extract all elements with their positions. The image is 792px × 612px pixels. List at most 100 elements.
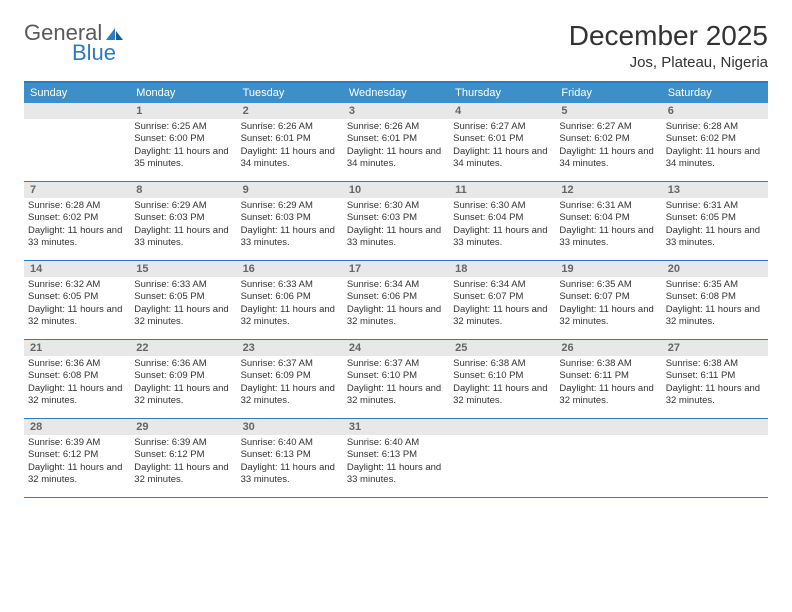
day-content: Sunrise: 6:39 AMSunset: 6:12 PMDaylight:…: [24, 435, 130, 490]
day-content: Sunrise: 6:38 AMSunset: 6:10 PMDaylight:…: [449, 356, 555, 411]
day-number: 22: [130, 340, 236, 356]
day-cell: 27Sunrise: 6:38 AMSunset: 6:11 PMDayligh…: [662, 340, 768, 418]
day-number: 29: [130, 419, 236, 435]
day-cell: 9Sunrise: 6:29 AMSunset: 6:03 PMDaylight…: [237, 182, 343, 260]
day-content: Sunrise: 6:34 AMSunset: 6:07 PMDaylight:…: [449, 277, 555, 332]
day-number: 23: [237, 340, 343, 356]
day-cell: 10Sunrise: 6:30 AMSunset: 6:03 PMDayligh…: [343, 182, 449, 260]
day-content: Sunrise: 6:30 AMSunset: 6:04 PMDaylight:…: [449, 198, 555, 253]
day-number: 8: [130, 182, 236, 198]
weekday-sat: Saturday: [662, 83, 768, 103]
week-row: 21Sunrise: 6:36 AMSunset: 6:08 PMDayligh…: [24, 340, 768, 419]
header: GeneralBlue December 2025 Jos, Plateau, …: [24, 20, 768, 71]
weekday-sun: Sunday: [24, 83, 130, 103]
day-number: 6: [662, 103, 768, 119]
day-content: Sunrise: 6:34 AMSunset: 6:06 PMDaylight:…: [343, 277, 449, 332]
day-number: 16: [237, 261, 343, 277]
day-number: 28: [24, 419, 130, 435]
day-cell: [555, 419, 661, 497]
weekday-thu: Thursday: [449, 83, 555, 103]
day-cell: 1Sunrise: 6:25 AMSunset: 6:00 PMDaylight…: [130, 103, 236, 181]
day-content: Sunrise: 6:28 AMSunset: 6:02 PMDaylight:…: [24, 198, 130, 253]
day-number: 27: [662, 340, 768, 356]
day-number: 18: [449, 261, 555, 277]
day-number: 12: [555, 182, 661, 198]
day-content: Sunrise: 6:36 AMSunset: 6:08 PMDaylight:…: [24, 356, 130, 411]
day-number: 26: [555, 340, 661, 356]
day-cell: 30Sunrise: 6:40 AMSunset: 6:13 PMDayligh…: [237, 419, 343, 497]
month-title: December 2025: [569, 20, 768, 52]
day-content: Sunrise: 6:29 AMSunset: 6:03 PMDaylight:…: [130, 198, 236, 253]
day-content: Sunrise: 6:28 AMSunset: 6:02 PMDaylight:…: [662, 119, 768, 174]
day-content: Sunrise: 6:40 AMSunset: 6:13 PMDaylight:…: [237, 435, 343, 490]
day-cell: 14Sunrise: 6:32 AMSunset: 6:05 PMDayligh…: [24, 261, 130, 339]
title-block: December 2025 Jos, Plateau, Nigeria: [569, 20, 768, 71]
day-cell: 7Sunrise: 6:28 AMSunset: 6:02 PMDaylight…: [24, 182, 130, 260]
day-number: 4: [449, 103, 555, 119]
day-number: 7: [24, 182, 130, 198]
day-cell: 18Sunrise: 6:34 AMSunset: 6:07 PMDayligh…: [449, 261, 555, 339]
day-number: 19: [555, 261, 661, 277]
day-content: Sunrise: 6:27 AMSunset: 6:02 PMDaylight:…: [555, 119, 661, 174]
day-content: Sunrise: 6:31 AMSunset: 6:05 PMDaylight:…: [662, 198, 768, 253]
day-cell: 31Sunrise: 6:40 AMSunset: 6:13 PMDayligh…: [343, 419, 449, 497]
day-content: Sunrise: 6:26 AMSunset: 6:01 PMDaylight:…: [343, 119, 449, 174]
day-cell: 22Sunrise: 6:36 AMSunset: 6:09 PMDayligh…: [130, 340, 236, 418]
day-number: 9: [237, 182, 343, 198]
day-number-empty: [449, 419, 555, 435]
day-content: Sunrise: 6:36 AMSunset: 6:09 PMDaylight:…: [130, 356, 236, 411]
day-cell: [24, 103, 130, 181]
day-content: Sunrise: 6:37 AMSunset: 6:10 PMDaylight:…: [343, 356, 449, 411]
day-cell: 4Sunrise: 6:27 AMSunset: 6:01 PMDaylight…: [449, 103, 555, 181]
week-row: 1Sunrise: 6:25 AMSunset: 6:00 PMDaylight…: [24, 103, 768, 182]
day-number-empty: [662, 419, 768, 435]
day-number: 25: [449, 340, 555, 356]
day-number: 13: [662, 182, 768, 198]
day-content: Sunrise: 6:25 AMSunset: 6:00 PMDaylight:…: [130, 119, 236, 174]
day-number: 10: [343, 182, 449, 198]
day-cell: 19Sunrise: 6:35 AMSunset: 6:07 PMDayligh…: [555, 261, 661, 339]
day-cell: 29Sunrise: 6:39 AMSunset: 6:12 PMDayligh…: [130, 419, 236, 497]
week-row: 28Sunrise: 6:39 AMSunset: 6:12 PMDayligh…: [24, 419, 768, 498]
day-cell: 11Sunrise: 6:30 AMSunset: 6:04 PMDayligh…: [449, 182, 555, 260]
day-cell: 21Sunrise: 6:36 AMSunset: 6:08 PMDayligh…: [24, 340, 130, 418]
day-number: 20: [662, 261, 768, 277]
day-number: 5: [555, 103, 661, 119]
day-content: Sunrise: 6:35 AMSunset: 6:07 PMDaylight:…: [555, 277, 661, 332]
week-row: 14Sunrise: 6:32 AMSunset: 6:05 PMDayligh…: [24, 261, 768, 340]
day-number-empty: [24, 103, 130, 119]
day-number: 31: [343, 419, 449, 435]
day-number-empty: [555, 419, 661, 435]
day-number: 2: [237, 103, 343, 119]
day-content: Sunrise: 6:30 AMSunset: 6:03 PMDaylight:…: [343, 198, 449, 253]
calendar: Sunday Monday Tuesday Wednesday Thursday…: [24, 81, 768, 498]
day-content: Sunrise: 6:31 AMSunset: 6:04 PMDaylight:…: [555, 198, 661, 253]
day-number: 17: [343, 261, 449, 277]
day-number: 21: [24, 340, 130, 356]
day-cell: 5Sunrise: 6:27 AMSunset: 6:02 PMDaylight…: [555, 103, 661, 181]
day-cell: 13Sunrise: 6:31 AMSunset: 6:05 PMDayligh…: [662, 182, 768, 260]
day-content: Sunrise: 6:39 AMSunset: 6:12 PMDaylight:…: [130, 435, 236, 490]
day-content: Sunrise: 6:33 AMSunset: 6:05 PMDaylight:…: [130, 277, 236, 332]
day-content: Sunrise: 6:29 AMSunset: 6:03 PMDaylight:…: [237, 198, 343, 253]
day-cell: 23Sunrise: 6:37 AMSunset: 6:09 PMDayligh…: [237, 340, 343, 418]
day-cell: 24Sunrise: 6:37 AMSunset: 6:10 PMDayligh…: [343, 340, 449, 418]
day-cell: 16Sunrise: 6:33 AMSunset: 6:06 PMDayligh…: [237, 261, 343, 339]
day-cell: 20Sunrise: 6:35 AMSunset: 6:08 PMDayligh…: [662, 261, 768, 339]
day-cell: 17Sunrise: 6:34 AMSunset: 6:06 PMDayligh…: [343, 261, 449, 339]
day-cell: 28Sunrise: 6:39 AMSunset: 6:12 PMDayligh…: [24, 419, 130, 497]
logo: GeneralBlue: [24, 20, 126, 66]
day-content: Sunrise: 6:40 AMSunset: 6:13 PMDaylight:…: [343, 435, 449, 490]
day-cell: 6Sunrise: 6:28 AMSunset: 6:02 PMDaylight…: [662, 103, 768, 181]
day-content: Sunrise: 6:37 AMSunset: 6:09 PMDaylight:…: [237, 356, 343, 411]
weeks-container: 1Sunrise: 6:25 AMSunset: 6:00 PMDaylight…: [24, 103, 768, 498]
day-cell: 12Sunrise: 6:31 AMSunset: 6:04 PMDayligh…: [555, 182, 661, 260]
day-number: 15: [130, 261, 236, 277]
weekday-row: Sunday Monday Tuesday Wednesday Thursday…: [24, 83, 768, 103]
logo-text-blue: Blue: [72, 40, 116, 66]
day-cell: 8Sunrise: 6:29 AMSunset: 6:03 PMDaylight…: [130, 182, 236, 260]
day-number: 14: [24, 261, 130, 277]
day-content: Sunrise: 6:38 AMSunset: 6:11 PMDaylight:…: [555, 356, 661, 411]
day-number: 30: [237, 419, 343, 435]
day-cell: 2Sunrise: 6:26 AMSunset: 6:01 PMDaylight…: [237, 103, 343, 181]
